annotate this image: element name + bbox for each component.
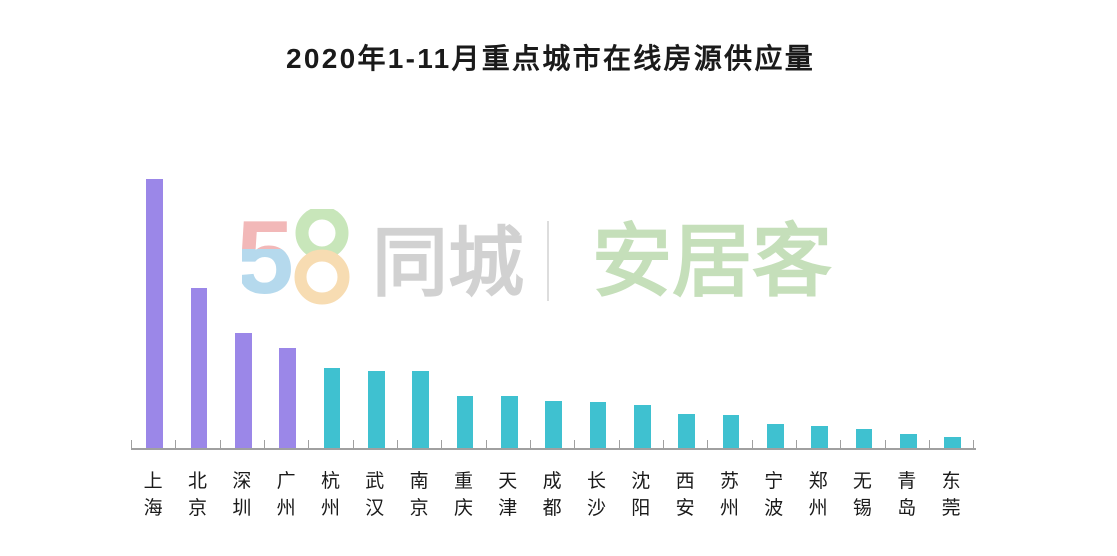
svg-text:同城: 同城 xyxy=(372,221,524,306)
svg-text:安居客: 安居客 xyxy=(592,217,832,306)
